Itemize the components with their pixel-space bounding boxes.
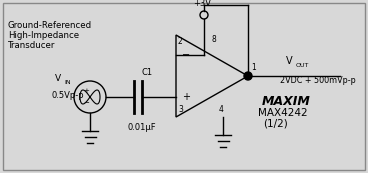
Text: IN: IN — [64, 80, 71, 85]
Text: Transducer: Transducer — [8, 41, 55, 50]
Text: −: − — [83, 100, 89, 106]
Text: +3V: +3V — [193, 0, 211, 8]
Text: Ground-Referenced: Ground-Referenced — [8, 21, 92, 30]
Text: High-Impedance: High-Impedance — [8, 31, 79, 40]
Text: 0.5Vp-p: 0.5Vp-p — [52, 91, 85, 100]
Text: (1/2): (1/2) — [263, 119, 288, 129]
Text: MAX4242: MAX4242 — [258, 108, 308, 118]
Text: 8: 8 — [212, 35, 216, 44]
Text: 4: 4 — [219, 104, 223, 113]
Text: MAXIM: MAXIM — [262, 95, 311, 108]
Text: C1: C1 — [141, 68, 152, 77]
Text: OUT: OUT — [296, 63, 309, 68]
Text: 1: 1 — [251, 62, 256, 71]
Text: −: − — [182, 50, 190, 60]
Text: 0.01μF: 0.01μF — [128, 123, 157, 132]
Text: V: V — [55, 74, 61, 83]
Text: 2VDC + 500mVp-p: 2VDC + 500mVp-p — [280, 76, 356, 85]
Text: 3: 3 — [178, 104, 183, 113]
Text: +: + — [182, 92, 190, 102]
Text: +: + — [83, 88, 89, 94]
Circle shape — [244, 72, 252, 80]
Text: V: V — [286, 56, 293, 66]
Text: 2: 2 — [178, 37, 183, 45]
